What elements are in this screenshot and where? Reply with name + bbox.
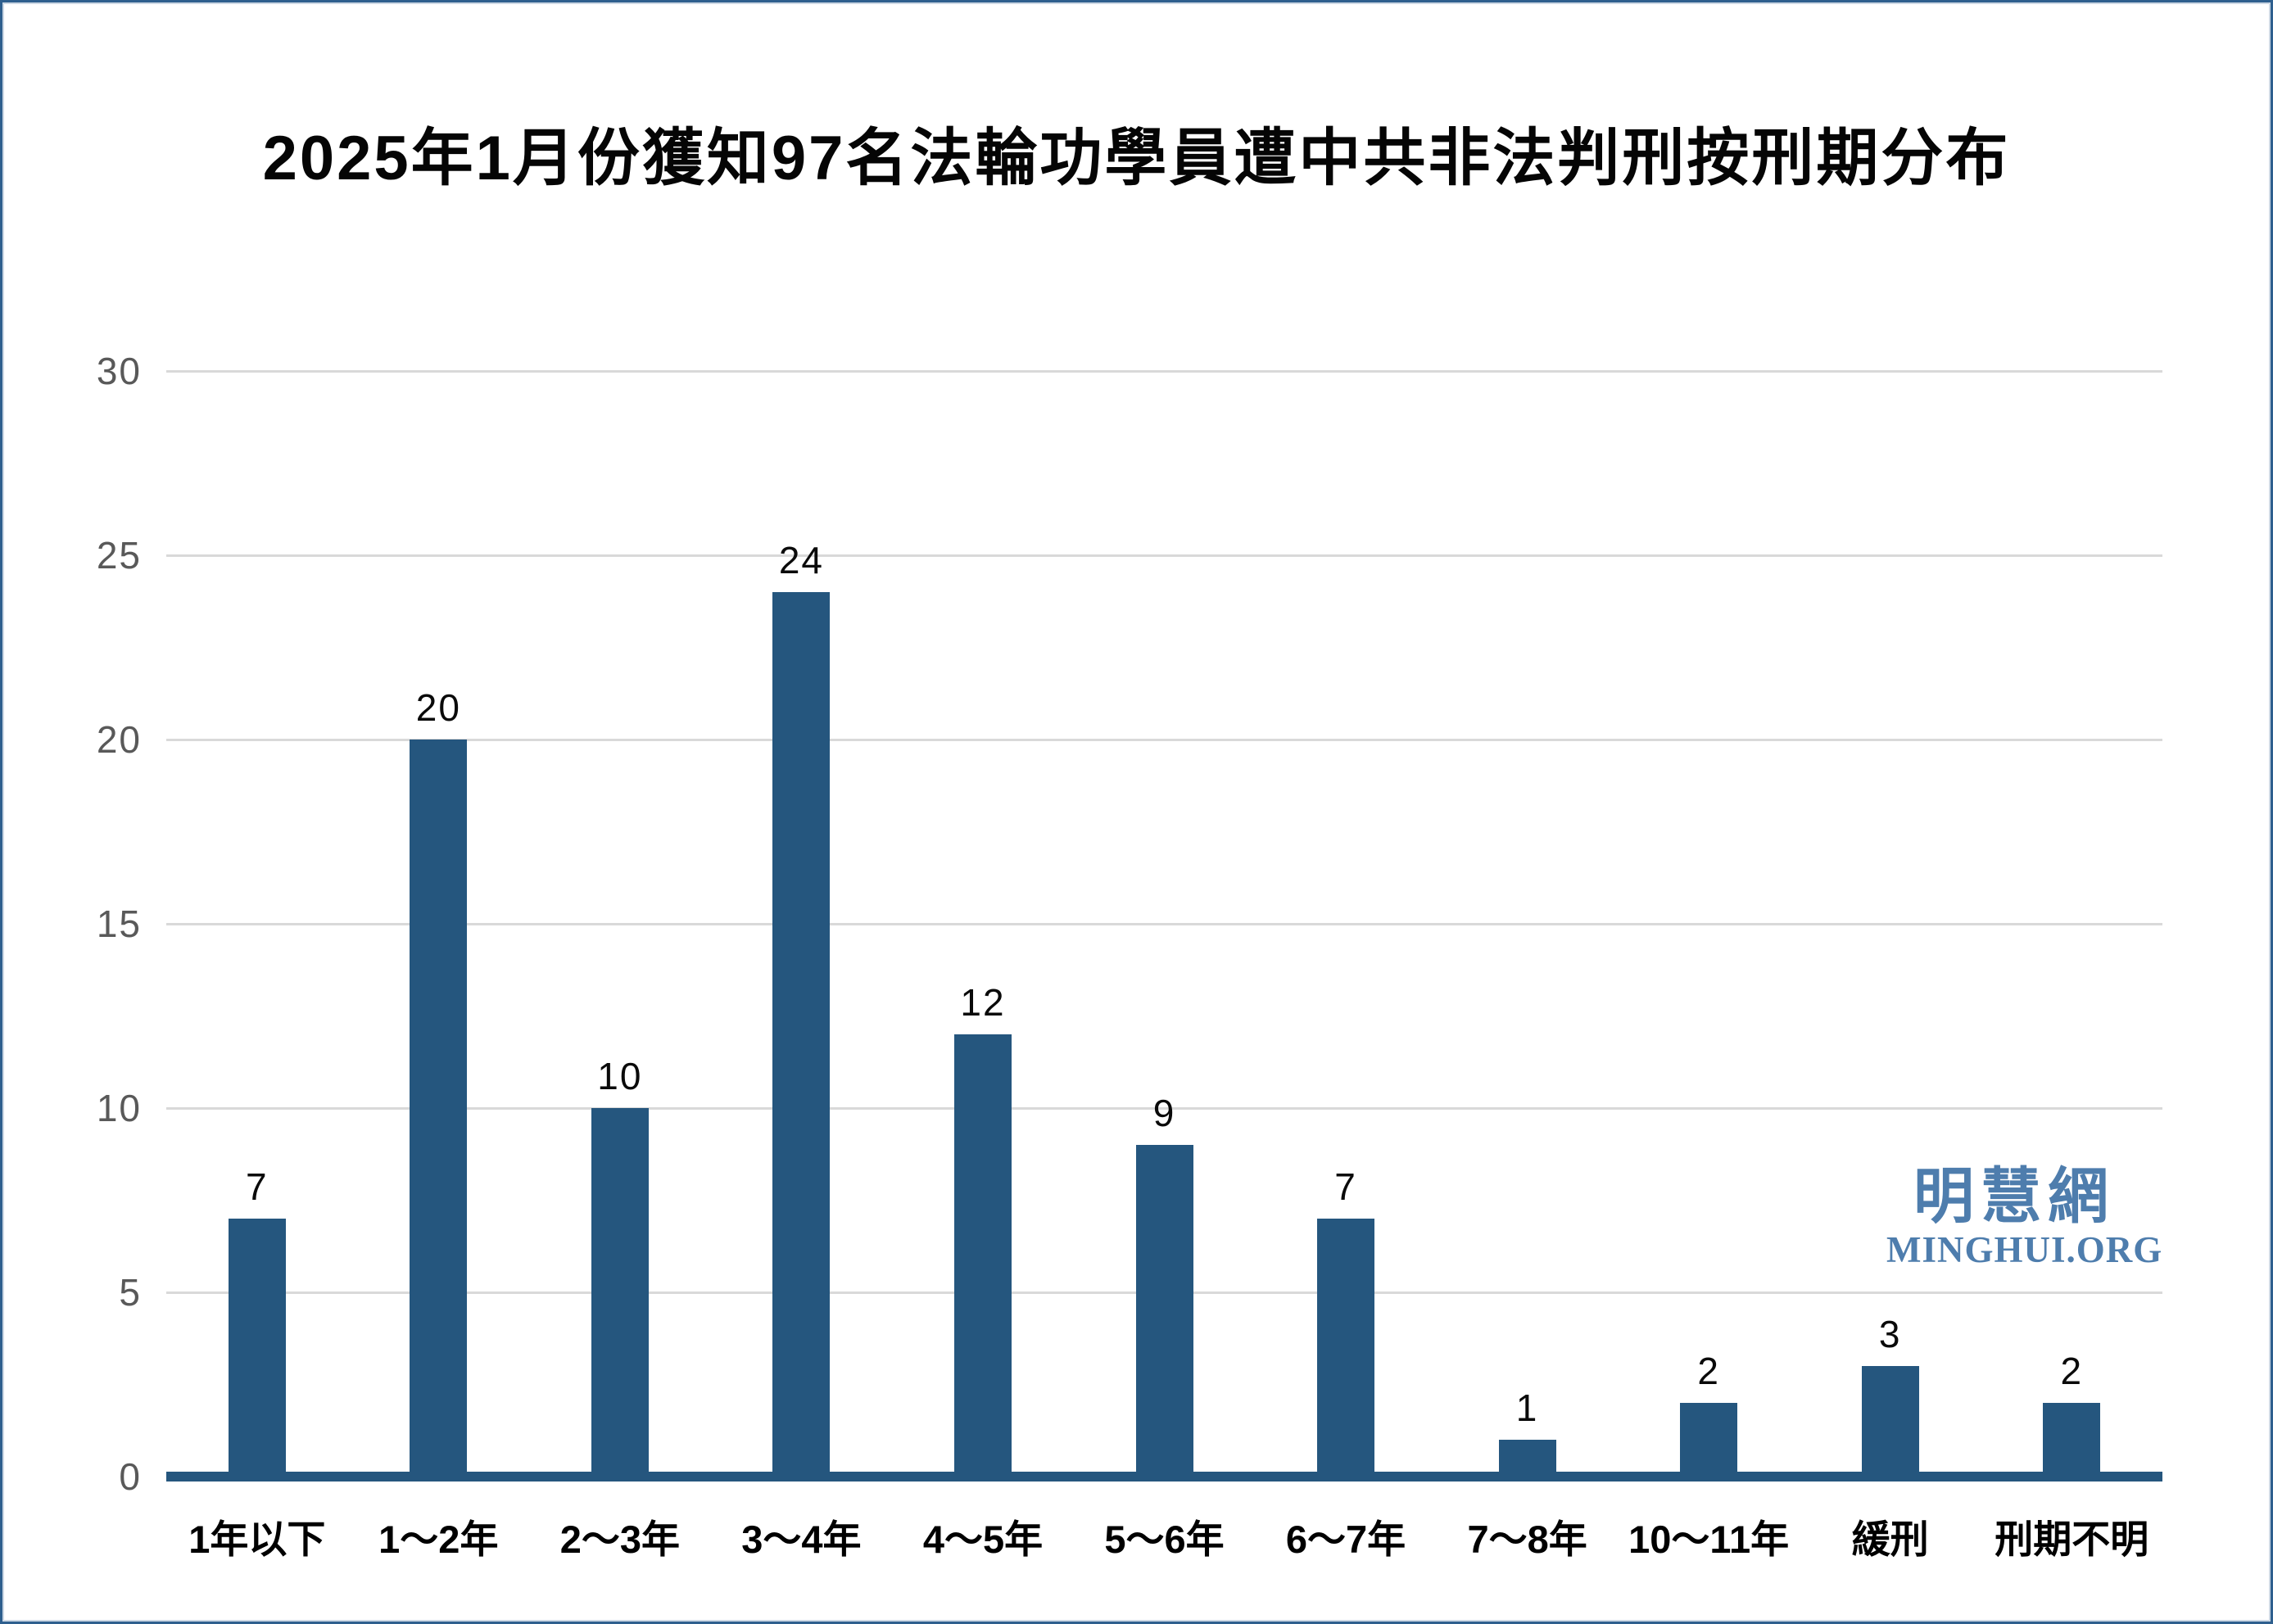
- bar-value-label: 3: [1878, 1313, 1902, 1355]
- bar-slot: 12 4～5年: [892, 371, 1074, 1561]
- x-category-label: 1～2年: [378, 1518, 499, 1561]
- bar-value-label: 2: [2060, 1350, 2084, 1392]
- y-tick-label-15: 15: [96, 902, 142, 945]
- bar-slot: 3 緩刑: [1800, 371, 1981, 1561]
- bar-value-label: 1: [1515, 1387, 1539, 1429]
- x-category-label: 6～7年: [1285, 1518, 1406, 1561]
- gridline-10: [166, 1107, 2162, 1110]
- bar: [1135, 1145, 1193, 1477]
- bar-value-label: 10: [597, 1055, 643, 1097]
- bar-value-label: 20: [415, 686, 461, 729]
- bar-value-label: 7: [245, 1165, 269, 1208]
- y-tick-label-0: 0: [119, 1455, 142, 1498]
- gridline-25: [166, 554, 2162, 557]
- x-axis-line: [166, 1472, 2162, 1482]
- x-category-label: 10～11年: [1628, 1518, 1790, 1561]
- bar: [228, 1219, 286, 1477]
- x-category-label: 緩刑: [1851, 1518, 1929, 1561]
- bar: [410, 740, 468, 1477]
- x-category-label: 1年以下: [188, 1518, 326, 1561]
- bars-container: 7 1年以下 20 1～2年 10 2～3年 24 3～4年 12 4～5年 9 5～6年 7 6～7年 1…: [166, 371, 2162, 1561]
- y-tick-label-20: 20: [96, 718, 142, 761]
- bar-slot: 2 刑期不明: [1981, 371, 2162, 1561]
- y-tick-label-30: 30: [96, 350, 142, 392]
- bar: [953, 1034, 1012, 1477]
- bar: [2043, 1403, 2101, 1477]
- bar: [1498, 1440, 1556, 1477]
- bar: [1317, 1219, 1375, 1477]
- x-category-label: 3～4年: [741, 1518, 862, 1561]
- plot-area: 0 5 10 15 20 25 30 7 1年以下 20 1～2年 10 2～3年 24 3～4年 12 4～…: [97, 352, 2162, 1561]
- minghui-watermark: 明慧網 MINGHUI.ORG: [1886, 1162, 2163, 1271]
- bar: [772, 592, 831, 1477]
- bar-value-label: 7: [1334, 1165, 1357, 1208]
- bar: [1680, 1403, 1738, 1477]
- y-tick-label-25: 25: [96, 534, 142, 577]
- bar-value-label: 24: [778, 539, 824, 581]
- bar-slot: 9 5～6年: [1074, 371, 1256, 1561]
- bar-slot: 2 10～11年: [1618, 371, 1800, 1561]
- bar-value-label: 9: [1152, 1092, 1176, 1134]
- bar-slot: 7 1年以下: [166, 371, 348, 1561]
- watermark-latin-text: MINGHUI.ORG: [1886, 1229, 2163, 1270]
- chart-title: 2025年1月份獲知97名法輪功學員遭中共非法判刑按刑期分布: [262, 124, 2011, 193]
- x-category-label: 5～6年: [1104, 1518, 1225, 1561]
- x-category-label: 7～8年: [1467, 1518, 1587, 1561]
- bar-slot: 24 3～4年: [711, 371, 893, 1561]
- bar-slot: 7 6～7年: [1255, 371, 1437, 1561]
- bar-value-label: 2: [1697, 1350, 1720, 1392]
- bar-value-label: 12: [960, 981, 1006, 1024]
- gridline-30: [166, 370, 2162, 373]
- watermark-cjk-text: 明慧網: [1913, 1162, 2115, 1230]
- bar-slot: 10 2～3年: [529, 371, 711, 1561]
- y-tick-label-5: 5: [119, 1271, 142, 1314]
- x-category-label: 刑期不明: [1995, 1518, 2149, 1561]
- bar: [591, 1108, 649, 1477]
- x-category-label: 2～3年: [559, 1518, 680, 1561]
- gridline-15: [166, 923, 2162, 925]
- gridline-20: [166, 739, 2162, 741]
- bar-slot: 20 1～2年: [348, 371, 530, 1561]
- y-tick-label-10: 10: [96, 1087, 142, 1129]
- bar: [1861, 1366, 1919, 1477]
- bar-slot: 1 7～8年: [1437, 371, 1619, 1561]
- x-category-label: 4～5年: [922, 1518, 1044, 1561]
